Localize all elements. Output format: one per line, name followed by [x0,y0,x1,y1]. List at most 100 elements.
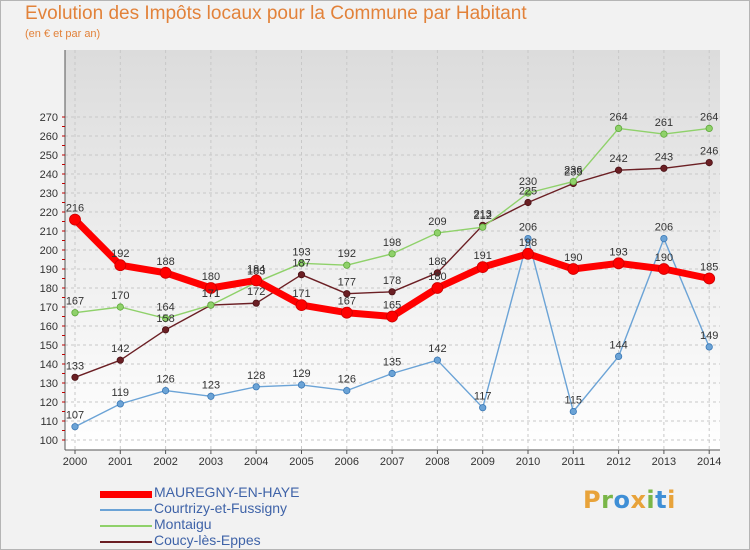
y-tick-label: 210 [40,226,58,238]
chart-subtitle: (en € et par an) [25,28,101,40]
legend-swatch [100,490,152,498]
data-label: 185 [700,262,718,274]
legend-item: MAUREGNY-EN-HAYE [100,484,360,502]
data-label: 165 [383,300,401,312]
data-point [114,259,127,272]
data-label: 178 [383,275,401,287]
data-label: 184 [247,263,265,275]
data-point [522,247,534,260]
data-point [71,373,79,381]
x-tick-label: 2010 [516,456,540,468]
data-point [295,299,308,312]
logo-letter: i [667,486,676,514]
data-point [388,288,396,296]
x-tick-label: 2006 [335,456,359,468]
data-point [343,261,351,269]
data-label: 115 [565,395,583,407]
data-label: 264 [609,111,627,123]
data-point [660,164,668,172]
data-point [705,343,713,351]
logo-letter: P [583,486,602,514]
data-label: 171 [202,288,220,300]
data-label: 158 [156,313,174,325]
x-tick-label: 2012 [606,456,630,468]
y-tick-label: 120 [40,397,58,409]
data-point [162,386,170,395]
data-point [250,274,263,287]
x-tick-label: 2013 [652,456,676,468]
data-point [162,326,170,334]
data-label: 167 [338,296,356,308]
data-point [207,392,215,400]
data-point [252,383,260,391]
y-tick-label: 150 [40,340,58,352]
data-point [388,250,396,258]
data-label: 230 [519,176,537,188]
data-point [705,124,713,132]
legend-item: Montaigu [100,516,360,534]
legend-label: Courtrizy-et-Fussigny [154,500,288,516]
y-tick-label: 240 [40,169,58,181]
logo-letter: i [646,486,656,514]
data-point [71,423,79,431]
y-tick-label: 230 [40,188,58,200]
y-tick-label: 180 [40,283,58,295]
chart-title: Evolution des Impôts locaux pour la Comm… [25,3,527,24]
data-point [705,159,713,167]
data-point [476,261,489,274]
data-label: 191 [474,250,492,262]
data-label: 117 [474,391,492,403]
data-point [116,400,124,408]
y-tick-label: 100 [40,435,58,447]
data-point [614,166,623,174]
data-point [297,381,306,389]
data-point [433,229,441,237]
legend: MAUREGNY-EN-HAYE Courtrizy-et-Fussigny Mon… [100,484,360,550]
y-tick-label: 270 [40,112,58,124]
data-label: 187 [292,258,310,270]
data-label: 246 [700,146,718,158]
data-label: 243 [655,151,673,163]
data-label: 216 [66,203,84,215]
data-label: 188 [156,256,174,268]
data-point [614,352,623,360]
data-label: 119 [112,387,130,399]
data-label: 212 [474,210,492,222]
data-label: 192 [338,248,356,260]
data-label: 264 [700,111,718,123]
data-label: 190 [564,252,582,264]
data-point [569,178,577,186]
data-label: 206 [655,222,673,234]
data-label: 193 [609,246,627,258]
data-label: 126 [338,374,356,386]
legend-item: Coucy-lès-Eppes [100,532,360,550]
data-label: 193 [292,246,310,258]
logo-letter: x [630,486,647,514]
data-label: 129 [292,368,310,380]
data-point [386,310,399,323]
data-label: 190 [655,252,673,264]
data-label: 170 [111,290,129,302]
y-tick-label: 250 [40,150,58,162]
logo-letter: r [601,486,614,514]
x-tick-label: 2002 [153,456,177,468]
data-label: 180 [428,271,446,283]
data-point [252,299,260,307]
data-label: 135 [383,357,401,369]
data-label: 235 [564,167,582,179]
x-tick-label: 2011 [561,456,585,468]
data-label: 177 [338,277,356,289]
data-point [69,213,81,226]
y-tick-label: 130 [40,378,58,390]
logo-letter: o [613,486,631,514]
data-label: 198 [519,237,537,249]
data-label: 171 [292,288,310,300]
data-point [340,306,353,319]
data-point [479,223,487,231]
data-point [207,301,215,309]
data-label: 236 [564,165,582,177]
y-tick-label: 200 [40,245,58,257]
data-point [433,356,441,364]
data-label: 123 [202,379,220,391]
